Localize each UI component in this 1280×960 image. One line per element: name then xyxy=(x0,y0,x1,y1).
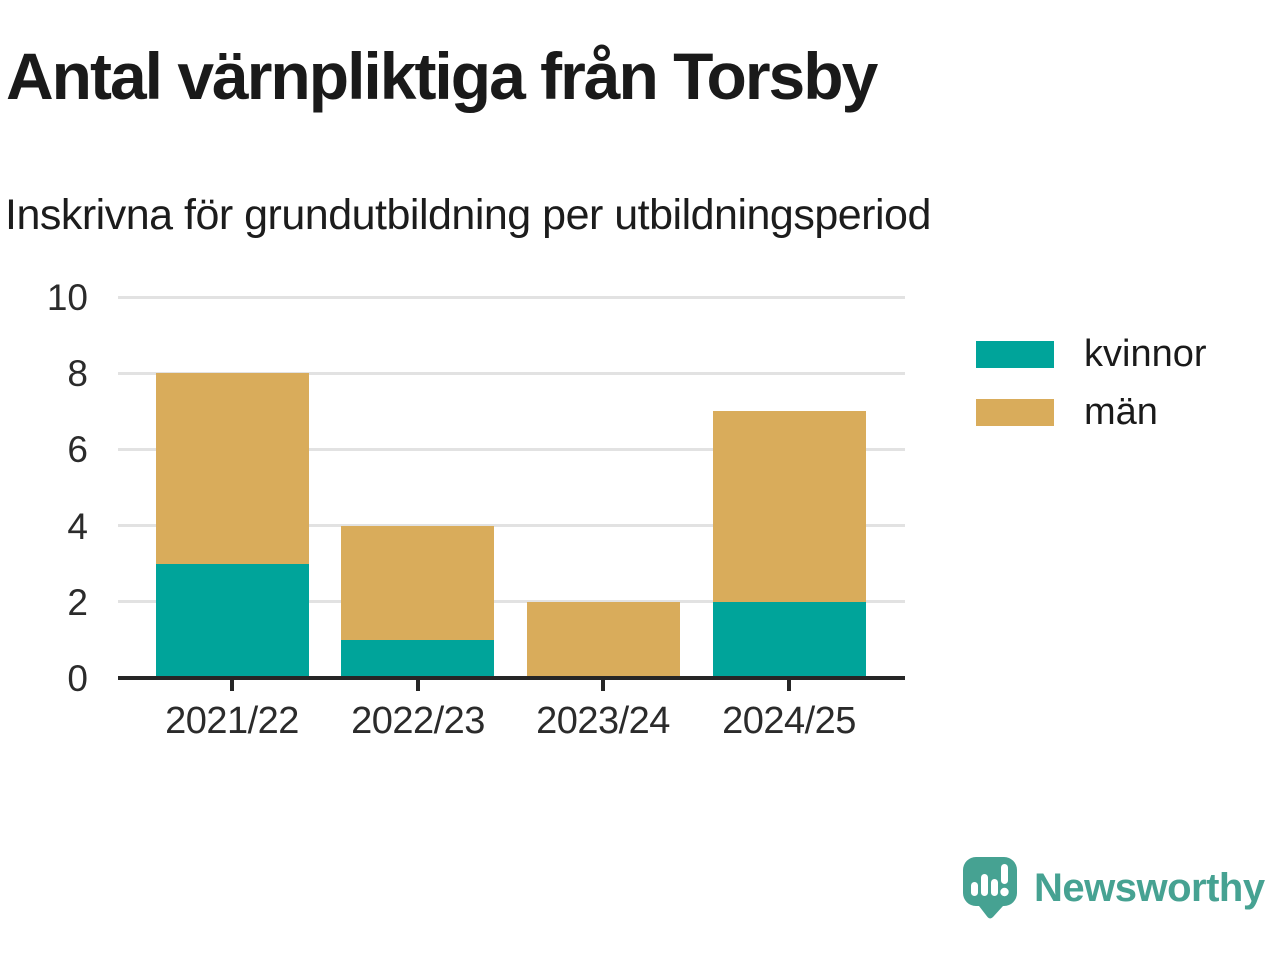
y-tick-label-6: 6 xyxy=(67,429,88,470)
x-tick-label-2024-25: 2024/25 xyxy=(722,700,856,742)
bar-2024-25-män xyxy=(713,411,866,602)
chart-title: Antal värnpliktiga från Torsby xyxy=(6,39,878,113)
newsworthy-wordmark: Newsworthy xyxy=(1034,866,1265,910)
x-tick-label-2022-23: 2022/23 xyxy=(351,700,485,742)
chart-subtitle: Inskrivna för grundutbildning per utbild… xyxy=(5,191,931,239)
gridline-2 xyxy=(118,600,905,603)
x-tick-2021-22 xyxy=(230,678,234,691)
x-axis-line xyxy=(118,676,905,680)
y-tick-label-0: 0 xyxy=(67,658,88,699)
x-tick-2024-25 xyxy=(787,678,791,691)
gridline-4 xyxy=(118,524,905,527)
gridline-8 xyxy=(118,372,905,375)
legend-item-kvinnor: kvinnor xyxy=(976,333,1207,375)
legend-label-kvinnor: kvinnor xyxy=(1084,332,1207,375)
bar-2024-25-kvinnor xyxy=(713,602,866,678)
bar-2021-22-kvinnor xyxy=(156,564,309,678)
x-tick-2022-23 xyxy=(416,678,420,691)
legend-swatch-kvinnor xyxy=(976,340,1054,368)
bar-2021-22-män xyxy=(156,373,309,564)
legend: kvinnor män xyxy=(976,333,1207,433)
legend-label-man: män xyxy=(1084,390,1158,433)
y-tick-label-2: 2 xyxy=(67,582,88,623)
bar-2023-24-män xyxy=(527,602,680,678)
y-tick-label-10: 10 xyxy=(46,277,88,318)
plot-area xyxy=(118,296,905,691)
x-tick-2023-24 xyxy=(601,678,605,691)
bar-2022-23-män xyxy=(341,526,494,640)
y-tick-label-4: 4 xyxy=(67,506,88,547)
y-tick-label-8: 8 xyxy=(67,353,88,394)
x-tick-label-2021-22: 2021/22 xyxy=(165,700,299,742)
legend-swatch-man xyxy=(976,398,1054,426)
newsworthy-logo: Newsworthy xyxy=(963,857,1265,919)
gridline-10 xyxy=(118,296,905,299)
x-tick-label-2023-24: 2023/24 xyxy=(536,700,670,742)
legend-item-man: män xyxy=(976,391,1207,433)
newsworthy-bubble-chart-icon xyxy=(963,857,1017,919)
gridline-6 xyxy=(118,448,905,451)
bar-2022-23-kvinnor xyxy=(341,640,494,678)
